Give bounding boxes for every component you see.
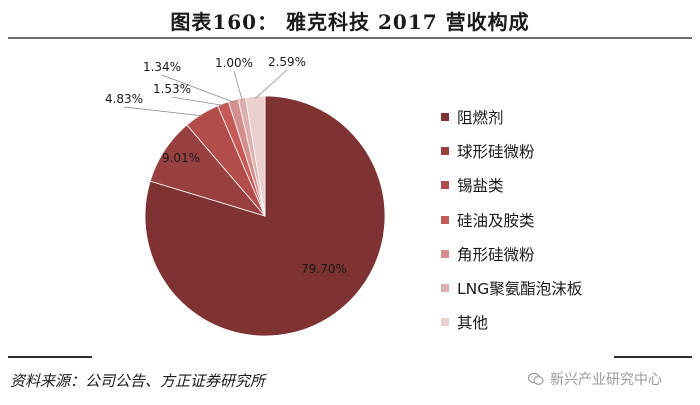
data-labels: 79.70% 9.01% 4.83% 1.53% 1.34% 1.00% 2.59% [105,55,347,276]
chart-legend: 阻燃剂球形硅微粉锡盐类硅油及胺类角形硅微粉 LNG聚氨酯泡沫板 其他 [441,100,582,339]
footer-divider-left [8,356,92,358]
legend-item-1: 阻燃剂 [441,100,582,134]
legend-label: 硅油及胺类 [457,211,535,230]
chart-title: 图表160： 雅克科技 2017 营收构成 [170,10,530,34]
legend-label: 其他 [457,314,489,333]
legend-label: 球形硅微粉 [457,143,535,162]
pie-slice-1 [144,95,386,337]
title-divider [8,37,692,39]
legend-swatch [441,284,449,293]
leader-line-4 [171,96,224,106]
legend-item-3: 锡盐类 [441,168,582,202]
legend-label: 锡盐类 [457,177,504,196]
legend-item-7: 其他 [441,305,582,339]
legend-label: LNG聚氨酯泡沫板 [457,280,583,299]
source-note: 资料来源：公司公告、方正证券研究所 [10,372,266,390]
leader-lines [123,69,288,117]
pie-slices [144,95,386,337]
legend-item-4: 硅油及胺类 [441,203,582,237]
legend-swatch [441,215,449,224]
footer-divider-right [614,356,692,358]
legend-item-2: 球形硅微粉 [441,134,582,168]
legend-swatch [441,181,449,190]
watermark-text: 新兴产业研究中心 [550,372,662,388]
legend-item-6: LNG聚氨酯泡沫板 [441,271,582,305]
legend-swatch [441,249,449,258]
data-label-2: 9.01% [162,151,200,165]
data-label-5: 1.34% [143,60,181,74]
legend-swatch [441,318,449,327]
data-label-1: 79.70% [301,262,347,276]
wechat-icon [528,372,544,385]
data-label-3: 4.83% [105,92,143,106]
pie-slice-7 [245,95,266,217]
data-label-6: 1.00% [215,56,253,70]
legend-swatch [441,147,449,156]
pie-chart: 79.70% 9.01% 4.83% 1.53% 1.34% 1.00% 2.59% [105,55,386,337]
legend-item-5: 角形硅微粉 [441,237,582,271]
leader-line-5 [161,74,234,103]
legend-label: 阻燃剂 [457,109,504,128]
leader-line-3 [123,106,203,117]
leader-line-6 [233,70,243,101]
legend-swatch [441,113,449,122]
leader-line-7 [255,69,288,99]
data-label-7: 2.59% [268,55,306,69]
data-label-4: 1.53% [153,82,191,96]
legend-label: 角形硅微粉 [457,245,535,264]
watermark: 新兴产业研究中心 [528,369,662,389]
